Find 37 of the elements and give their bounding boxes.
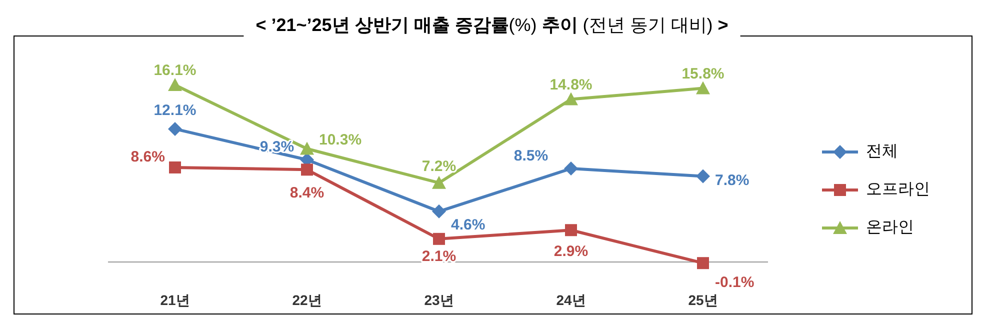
data-label: -0.1% — [715, 274, 754, 292]
data-label: 8.6% — [130, 148, 165, 166]
point — [432, 204, 446, 218]
data-label: 4.6% — [451, 216, 486, 234]
data-label: 8.4% — [290, 184, 324, 202]
data-label: 12.1% — [154, 102, 196, 119]
legend-label: 오프라인 — [866, 181, 930, 198]
point — [564, 92, 578, 106]
x-tick-label: 21년 — [160, 292, 190, 308]
chart-title: < ’21~’25년 상반기 매출 증감률(%) 추이 (전년 동기 대비) > — [256, 15, 728, 35]
point — [300, 142, 314, 155]
point — [433, 232, 445, 245]
data-label: 15.8% — [682, 65, 724, 82]
x-tick-label: 24년 — [556, 292, 586, 308]
point — [432, 176, 446, 189]
data-label: 2.1% — [422, 248, 456, 265]
data-label: 7.2% — [422, 158, 456, 175]
x-tick-label: 23년 — [424, 292, 454, 308]
point — [168, 122, 182, 136]
point — [169, 161, 181, 174]
data-label: 7.8% — [715, 172, 750, 190]
legend-label: 온라인 — [866, 219, 914, 236]
point — [696, 81, 710, 94]
data-label: 8.5% — [514, 148, 548, 165]
data-label: 10.3% — [319, 132, 362, 149]
data-label: 16.1% — [154, 62, 196, 79]
point — [564, 162, 578, 176]
point — [696, 169, 710, 184]
legend-label: 전체 — [866, 143, 898, 160]
point — [565, 224, 577, 236]
point — [168, 78, 182, 91]
point — [697, 257, 709, 270]
x-tick-label: 25년 — [688, 292, 718, 308]
data-label: 2.9% — [554, 243, 588, 260]
x-tick-label: 22년 — [292, 292, 322, 308]
point — [301, 164, 313, 176]
data-label: 14.8% — [550, 76, 592, 94]
